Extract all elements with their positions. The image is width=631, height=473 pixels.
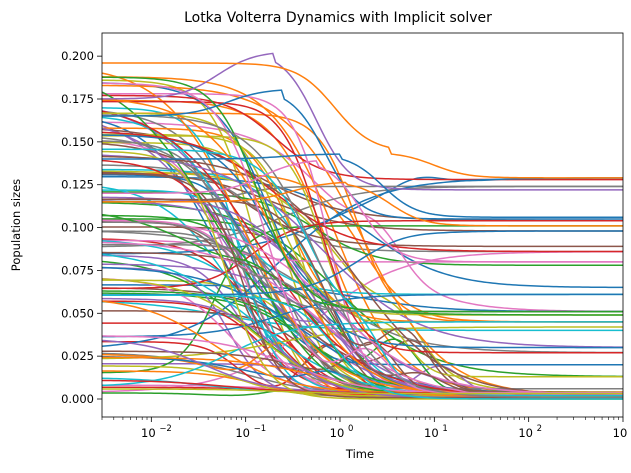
x-axis-ticks: 10−210−1100101102103: [101, 417, 628, 440]
x-tick-exponent: 2: [537, 424, 542, 434]
x-tick-label: 10: [235, 426, 250, 440]
series-line-highlight: [102, 89, 623, 220]
series-line-highlight: [102, 153, 623, 219]
series-line: [102, 388, 623, 395]
y-tick-label: 0.000: [61, 392, 94, 406]
series-line: [102, 94, 623, 181]
series-line-highlight: [102, 62, 623, 179]
y-tick-label: 0.200: [61, 49, 94, 63]
x-tick-label: 10: [330, 426, 345, 440]
series-line: [102, 293, 623, 338]
series-line: [102, 143, 623, 248]
series-line: [102, 174, 623, 366]
y-tick-label: 0.175: [61, 92, 94, 106]
y-axis-ticks: 0.000 0.025 0.050 0.075 0.100 0.125 0.150 0.175…: [61, 49, 102, 406]
chart-title: Lotka Volterra Dynamics with Implicit so…: [184, 10, 492, 26]
y-tick-label: 0.100: [61, 221, 94, 235]
series-line: [102, 294, 623, 400]
y-tick-label: 0.075: [61, 263, 94, 277]
series-line: [102, 134, 623, 349]
series-line: [102, 219, 623, 290]
plot-frame: [101, 32, 624, 418]
y-tick-label: 0.150: [61, 135, 94, 149]
x-tick-exponent: −1: [254, 424, 267, 434]
series-line: [102, 100, 623, 354]
x-tick-exponent: −2: [159, 424, 172, 434]
series-line: [102, 154, 623, 348]
y-tick-label: 0.025: [61, 349, 94, 363]
x-tick-exponent: 0: [348, 424, 353, 434]
series-line: [102, 76, 623, 313]
series-line: [102, 148, 623, 397]
series-line: [102, 114, 623, 399]
series-line: [102, 82, 623, 394]
axes: [101, 32, 624, 418]
series-line: [102, 321, 623, 387]
series-line: [102, 79, 623, 400]
y-tick-label: 0.125: [61, 178, 94, 192]
y-tick-label: 0.050: [61, 306, 94, 320]
x-tick-label: 10: [141, 426, 156, 440]
x-tick-exponent: 1: [442, 424, 447, 434]
y-axis-label: Population sizes: [9, 179, 23, 271]
series-line: [102, 326, 623, 360]
series-layer: [102, 52, 623, 400]
series-line-highlight: [102, 160, 623, 263]
x-tick-label: 10: [518, 426, 533, 440]
x-tick-label: 10: [424, 426, 439, 440]
series-line-highlight: [102, 181, 623, 227]
series-line-highlight: [102, 52, 623, 191]
x-axis-label: Time: [345, 447, 374, 461]
x-tick-label: 10: [613, 426, 628, 440]
series-line: [102, 131, 623, 253]
